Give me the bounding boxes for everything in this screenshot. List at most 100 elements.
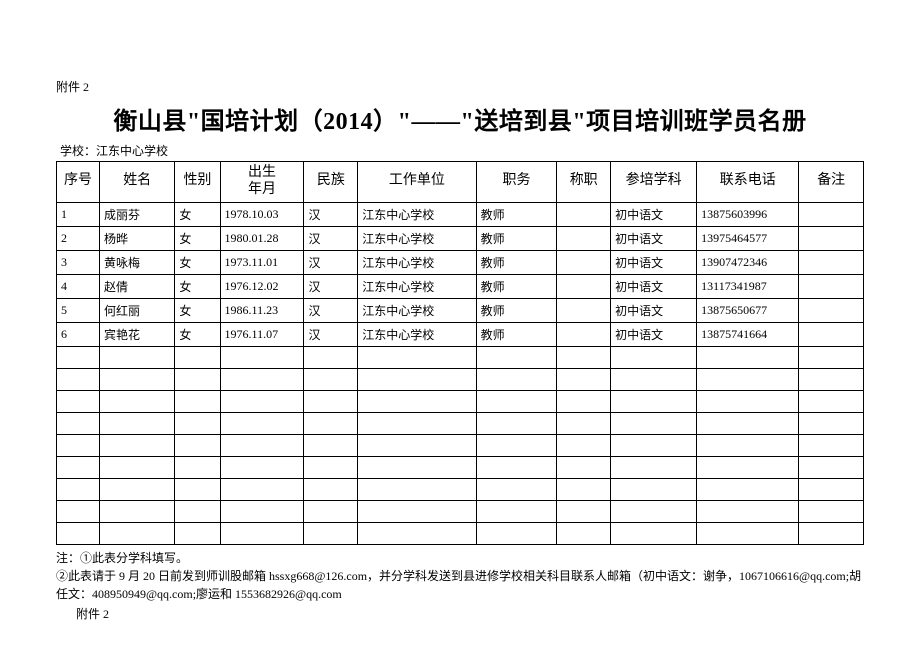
table-cell: 赵倩 [100,274,175,298]
table-cell: 13875741664 [697,322,799,346]
table-cell [220,412,304,434]
table-cell [57,368,100,390]
col-header: 参培学科 [611,162,697,203]
col-header: 职务 [476,162,557,203]
table-cell: 初中语文 [611,202,697,226]
col-header: 姓名 [100,162,175,203]
table-cell [799,456,864,478]
table-cell [175,368,220,390]
table-cell [557,368,611,390]
page-title: 衡山县"国培计划（2014）"——"送培到县"项目培训班学员名册 [56,101,864,136]
table-row: 1成丽芬女1978.10.03汉江东中心学校教师初中语文13875603996 [57,202,864,226]
table-cell: 3 [57,250,100,274]
table-cell [358,478,476,500]
table-cell [220,434,304,456]
table-cell: 13875650677 [697,298,799,322]
table-cell [611,390,697,412]
table-cell [799,412,864,434]
table-cell [304,522,358,544]
col-header: 出生年月 [220,162,304,203]
table-cell [697,456,799,478]
table-cell [557,298,611,322]
table-cell: 初中语文 [611,322,697,346]
table-cell [358,368,476,390]
table-cell [799,226,864,250]
table-cell [476,522,557,544]
table-cell [100,346,175,368]
table-head: 序号姓名性别出生年月民族工作单位职务称职参培学科联系电话备注 [57,162,864,203]
table-cell: 汉 [304,298,358,322]
table-cell: 汉 [304,274,358,298]
table-row: 6宾艳花女1976.11.07汉江东中心学校教师初中语文13875741664 [57,322,864,346]
table-cell [557,274,611,298]
table-cell [697,412,799,434]
table-row: 5何红丽女1986.11.23汉江东中心学校教师初中语文13875650677 [57,298,864,322]
table-cell: 女 [175,202,220,226]
table-row [57,412,864,434]
table-cell [611,434,697,456]
table-cell [57,500,100,522]
table-cell [304,434,358,456]
table-cell [476,434,557,456]
table-cell [175,456,220,478]
table-cell [358,412,476,434]
table-cell [799,434,864,456]
footer-notes: 注：①此表分学科填写。 ②此表请于 9 月 20 日前发到师训股邮箱 hssxg… [56,549,864,603]
table-cell [175,346,220,368]
table-cell [175,390,220,412]
note-line-1: 注：①此表分学科填写。 [56,549,864,567]
table-cell: 2 [57,226,100,250]
table-cell: 4 [57,274,100,298]
table-cell: 汉 [304,226,358,250]
table-cell [611,522,697,544]
table-cell [799,500,864,522]
table-cell [100,500,175,522]
table-cell: 初中语文 [611,250,697,274]
table-cell: 13875603996 [697,202,799,226]
table-cell: 女 [175,250,220,274]
table-cell [476,346,557,368]
table-cell: 13117341987 [697,274,799,298]
table-cell [358,522,476,544]
col-header: 序号 [57,162,100,203]
table-cell: 1980.01.28 [220,226,304,250]
table-cell [476,390,557,412]
table-cell [304,456,358,478]
table-row: 4赵倩女1976.12.02汉江东中心学校教师初中语文13117341987 [57,274,864,298]
table-cell: 13907472346 [697,250,799,274]
note-line-2: ②此表请于 9 月 20 日前发到师训股邮箱 hssxg668@126.com，… [56,567,864,603]
table-cell [799,322,864,346]
table-cell [557,434,611,456]
table-cell [697,368,799,390]
table-cell: 1 [57,202,100,226]
table-cell [220,346,304,368]
table-cell [557,202,611,226]
table-cell: 1976.11.07 [220,322,304,346]
table-cell: 13975464577 [697,226,799,250]
table-cell [611,456,697,478]
table-cell [57,390,100,412]
table-cell [57,478,100,500]
table-cell: 1973.11.01 [220,250,304,274]
table-cell [100,478,175,500]
table-cell: 何红丽 [100,298,175,322]
table-cell [57,522,100,544]
table-cell [220,368,304,390]
table-cell [476,456,557,478]
table-cell [57,346,100,368]
table-cell [358,434,476,456]
table-row [57,478,864,500]
table-body: 1成丽芬女1978.10.03汉江东中心学校教师初中语文138756039962… [57,202,864,544]
table-cell [799,478,864,500]
table-cell: 女 [175,298,220,322]
table-cell [697,346,799,368]
table-cell [611,368,697,390]
table-row [57,346,864,368]
table-cell: 女 [175,274,220,298]
table-cell: 教师 [476,202,557,226]
table-cell [557,346,611,368]
table-cell [57,434,100,456]
table-cell [611,346,697,368]
table-cell [611,500,697,522]
table-cell [175,434,220,456]
